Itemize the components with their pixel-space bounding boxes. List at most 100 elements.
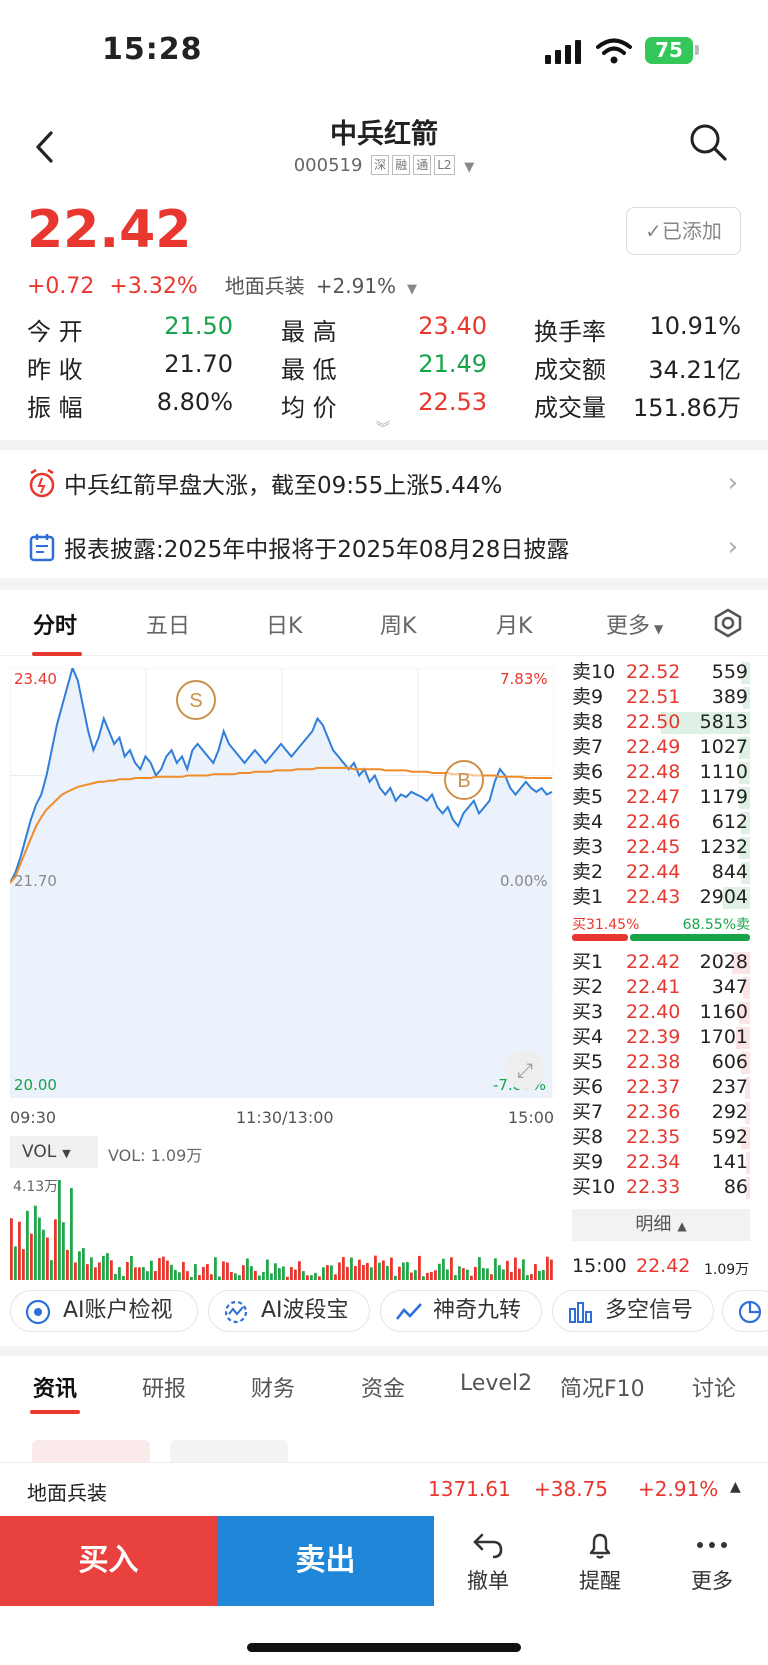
buy-level-row[interactable]: 买9 22.34 141 <box>572 1150 750 1175</box>
sell-level-row[interactable]: 卖1 22.43 2904 <box>572 885 750 910</box>
intraday-chart[interactable]: SB <box>10 668 554 1098</box>
sell-level-row[interactable]: 卖7 22.49 1027 <box>572 735 750 760</box>
sell-level-row[interactable]: 卖3 22.45 1232 <box>572 835 750 860</box>
tab-more[interactable]: 更多 ▼ <box>606 608 663 640</box>
stat-value: 151.86万 <box>633 394 741 422</box>
tab-f10[interactable]: 简况F10 <box>560 1377 645 1402</box>
detail-toggle[interactable]: 明细 ▲ <box>572 1209 750 1241</box>
buy-level-row[interactable]: 买10 22.33 86 <box>572 1175 750 1200</box>
depth-bar <box>741 662 750 684</box>
volume-bar <box>350 1257 353 1280</box>
volume-bar <box>82 1248 85 1280</box>
time-label-mid: 11:30/13:00 <box>236 1108 334 1127</box>
volume-bar <box>382 1260 385 1280</box>
volume-bar <box>354 1266 357 1280</box>
more-tools-button[interactable] <box>722 1290 768 1332</box>
buy-label: 买3 <box>572 1001 604 1023</box>
search-icon[interactable] <box>688 122 728 162</box>
sell-button[interactable]: 卖出 <box>217 1516 434 1606</box>
fullscreen-icon[interactable]: ⤢ <box>505 1050 545 1090</box>
buy-level-row[interactable]: 买2 22.41 347 <box>572 975 750 1000</box>
marker-b[interactable]: B <box>444 760 484 800</box>
sell-ratio-label: 68.55%卖 <box>682 917 750 933</box>
sell-level-row[interactable]: 卖5 22.47 1179 <box>572 785 750 810</box>
alert-button[interactable]: 提醒 <box>560 1530 640 1595</box>
settings-hex-icon[interactable] <box>713 608 743 638</box>
sector-name[interactable]: 地面兵装 <box>224 274 305 298</box>
volume-bar <box>146 1271 149 1280</box>
volume-bar <box>186 1271 189 1280</box>
sell-label: 卖7 <box>572 736 604 758</box>
more-button[interactable]: 更多 <box>672 1530 752 1595</box>
buy-level-row[interactable]: 买4 22.39 1701 <box>572 1025 750 1050</box>
ai-wave-button[interactable]: AI波段宝 <box>208 1290 370 1332</box>
volume-bar <box>86 1264 89 1280</box>
volume-chart <box>10 1180 553 1280</box>
sell-label: 卖1 <box>572 886 604 908</box>
signal-icon <box>545 40 581 64</box>
axis-mid: 21.70 <box>14 872 57 890</box>
caret-down-icon: ▼ <box>654 622 664 636</box>
depth-bar <box>742 977 750 999</box>
buy-price: 22.39 <box>626 1026 681 1048</box>
buy-ratio-bar <box>572 934 628 941</box>
buy-button[interactable]: 买入 <box>0 1516 217 1606</box>
marker-label: S <box>189 690 202 712</box>
sell-level-row[interactable]: 卖6 22.48 1110 <box>572 760 750 785</box>
tab-funds[interactable]: 资金 <box>361 1377 406 1402</box>
chevron-left-icon[interactable] <box>34 130 54 164</box>
volume-bar <box>374 1255 377 1280</box>
depth-bar <box>741 862 750 884</box>
sell-level-row[interactable]: 卖10 22.52 559 <box>572 660 750 685</box>
cancel-order-button[interactable]: 撤单 <box>448 1530 528 1595</box>
undo-icon <box>473 1533 503 1559</box>
tab-day-k[interactable]: 日K <box>266 614 303 639</box>
buy-level-row[interactable]: 买3 22.40 1160 <box>572 1000 750 1025</box>
volume-bar <box>158 1258 161 1280</box>
sell-level-row[interactable]: 卖2 22.44 844 <box>572 860 750 885</box>
sell-vol: 389 <box>711 686 748 708</box>
sell-level-row[interactable]: 卖8 22.50 5813 <box>572 710 750 735</box>
tab-indicator <box>32 652 82 656</box>
buy-level-row[interactable]: 买7 22.36 292 <box>572 1100 750 1125</box>
tab-level2[interactable]: Level2 <box>460 1371 533 1396</box>
volume-bar <box>66 1249 69 1280</box>
buy-label: 买2 <box>572 976 604 998</box>
buy-level-row[interactable]: 买6 22.37 237 <box>572 1075 750 1100</box>
depth-bar <box>661 712 750 734</box>
volume-bar <box>206 1264 209 1280</box>
stock-code-line[interactable]: 000519 深融通 L2 ▼ <box>0 155 768 176</box>
tab-discuss[interactable]: 讨论 <box>692 1377 737 1402</box>
axis-mid-pct: 0.00% <box>500 872 548 890</box>
tag-shen: 深 <box>371 155 390 175</box>
sector-bar[interactable]: 地面兵装 1371.61 +38.75 +2.91% ▲ <box>0 1462 768 1516</box>
bull-bear-signal-button[interactable]: 多空信号 <box>552 1290 714 1332</box>
tab-five-day[interactable]: 五日 <box>146 614 191 639</box>
volume-bar <box>58 1180 61 1280</box>
tab-week-k[interactable]: 周K <box>380 614 417 639</box>
volume-selector[interactable]: VOL ▼ <box>10 1136 98 1168</box>
expand-chevron-icon[interactable]: ︾ <box>376 421 390 437</box>
sell-level-row[interactable]: 卖9 22.51 389 <box>572 685 750 710</box>
buy-level-row[interactable]: 买5 22.38 606 <box>572 1050 750 1075</box>
magic-nine-button[interactable]: 神奇九转 <box>380 1290 542 1332</box>
buy-vol: 292 <box>711 1101 748 1123</box>
change-line: +0.72 +3.32% 地面兵装 +2.91% ▼ <box>27 270 417 299</box>
buy-level-row[interactable]: 买8 22.35 592 <box>572 1125 750 1150</box>
ai-account-review-button[interactable]: AI账户检视 <box>10 1290 198 1332</box>
volume-bar <box>430 1271 433 1280</box>
battery-level: 75 <box>655 38 683 62</box>
sell-price: 22.47 <box>626 786 681 808</box>
tab-intraday[interactable]: 分时 <box>33 614 78 639</box>
tab-finance[interactable]: 财务 <box>251 1377 296 1402</box>
buy-level-row[interactable]: 买1 22.42 2028 <box>572 950 750 975</box>
tab-month-k[interactable]: 月K <box>496 614 533 639</box>
tab-news[interactable]: 资讯 <box>33 1377 78 1402</box>
wave-icon <box>224 1300 248 1324</box>
buy-sell-ratio: 买31.45% 68.55%卖 <box>572 914 750 934</box>
ai-tool-label: AI波段宝 <box>261 1298 349 1323</box>
tab-research[interactable]: 研报 <box>142 1377 187 1402</box>
added-watchlist-button[interactable]: ✓已添加 <box>626 207 741 255</box>
marker-s[interactable]: S <box>176 680 216 720</box>
sell-level-row[interactable]: 卖4 22.46 612 <box>572 810 750 835</box>
